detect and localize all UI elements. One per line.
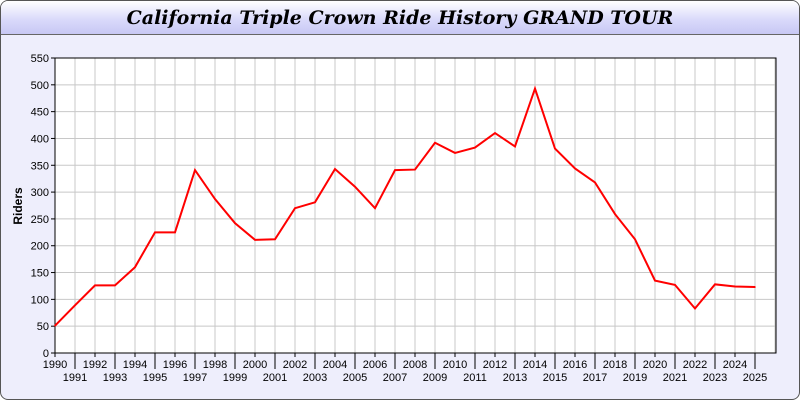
y-tick-label: 250 <box>31 214 49 226</box>
series-line <box>54 85 756 327</box>
x-tick-label: 2018 <box>603 359 627 371</box>
x-tick-label: 2010 <box>443 359 467 371</box>
data-point <box>674 284 676 286</box>
data-point <box>234 222 236 224</box>
data-point <box>494 132 496 134</box>
x-tick-label: 2004 <box>323 359 347 371</box>
data-point <box>154 231 156 234</box>
x-tick-label: 2003 <box>303 372 327 384</box>
data-point <box>134 266 136 268</box>
x-tick-label: 1994 <box>123 359 147 371</box>
x-tick-label: 2015 <box>543 372 567 384</box>
data-point <box>314 201 316 204</box>
chart-title: California Triple Crown Ride History GRA… <box>126 6 674 29</box>
data-point <box>114 284 116 287</box>
x-tick-label: 2023 <box>703 372 727 384</box>
data-point <box>274 238 276 241</box>
x-tick-label: 1995 <box>143 372 167 384</box>
data-point <box>754 286 756 288</box>
data-point <box>214 198 216 200</box>
x-tick-label: 2016 <box>563 359 587 371</box>
data-point <box>334 168 336 170</box>
data-point <box>434 141 436 144</box>
data-point <box>574 167 576 170</box>
data-point <box>454 152 456 154</box>
y-tick-label: 400 <box>31 133 49 145</box>
x-tick-label: 2017 <box>583 372 607 384</box>
x-tick-label: 2005 <box>343 372 367 384</box>
y-tick-label: 550 <box>31 53 49 65</box>
data-point <box>474 146 476 149</box>
x-tick-label: 2000 <box>243 359 267 371</box>
data-point <box>654 279 656 282</box>
plot-border <box>54 57 777 354</box>
x-tick-label: 1991 <box>63 372 87 384</box>
x-tick-label: 1990 <box>43 359 67 371</box>
data-point <box>594 181 596 184</box>
y-tick-label: 0 <box>43 348 49 360</box>
x-tick-label: 2025 <box>743 372 767 384</box>
x-tick-label: 2020 <box>643 359 667 371</box>
x-tick-label: 2001 <box>263 372 287 384</box>
x-tick-label: 2021 <box>663 372 687 384</box>
x-tick-label: 2006 <box>363 359 387 371</box>
y-tick-label: 500 <box>31 80 49 92</box>
x-tick-label: 1993 <box>103 372 127 384</box>
data-point <box>74 304 76 307</box>
x-tick-label: 2013 <box>503 372 527 384</box>
x-tick-label: 2019 <box>623 372 647 384</box>
data-point <box>414 168 416 171</box>
data-point <box>94 284 96 287</box>
x-tick-label: 2011 <box>463 372 487 384</box>
x-tick-label: 1996 <box>163 359 187 371</box>
data-point <box>614 213 616 215</box>
data-point <box>354 185 356 188</box>
y-tick-label: 150 <box>31 268 49 280</box>
data-point <box>374 207 376 209</box>
data-point <box>554 147 556 150</box>
x-tick-label: 2012 <box>483 359 507 371</box>
data-point <box>174 231 176 234</box>
data-point <box>714 283 716 286</box>
x-tick-label: 1992 <box>83 359 107 371</box>
data-point <box>194 169 196 171</box>
x-tick-label: 2002 <box>283 359 307 371</box>
x-tick-label: 1998 <box>203 359 227 371</box>
x-tick-label: 2008 <box>403 359 427 371</box>
x-tick-label: 1999 <box>223 372 247 384</box>
x-tick-label: 2014 <box>523 359 547 371</box>
title-bar: California Triple Crown Ride History GRA… <box>1 1 799 35</box>
y-axis-label: Riders <box>11 187 25 225</box>
data-point <box>394 169 396 171</box>
x-tick-label: 2009 <box>423 372 447 384</box>
y-tick-label: 100 <box>31 294 49 306</box>
data-point <box>734 285 736 288</box>
data-point <box>294 207 296 209</box>
data-point <box>534 87 536 90</box>
data-point <box>514 145 516 148</box>
data-point <box>54 324 56 327</box>
y-tick-label: 200 <box>31 241 49 253</box>
y-tick-label: 450 <box>31 107 49 119</box>
data-point <box>634 238 636 241</box>
data-point <box>694 307 696 310</box>
x-tick-label: 2024 <box>723 359 747 371</box>
data-point <box>254 239 256 241</box>
x-tick-label: 1997 <box>183 372 207 384</box>
y-tick-label: 50 <box>37 321 49 333</box>
x-tick-label: 2022 <box>683 359 707 371</box>
y-tick-label: 350 <box>31 160 49 172</box>
x-tick-label: 2007 <box>383 372 407 384</box>
y-tick-label: 300 <box>31 187 49 199</box>
